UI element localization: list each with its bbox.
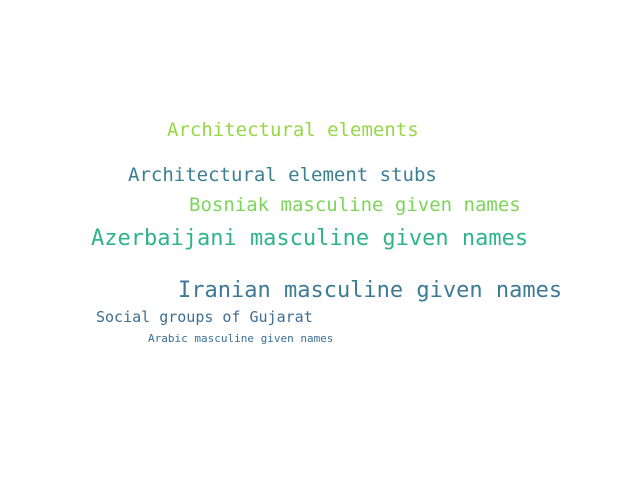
- word-architectural-elements: Architectural elements: [167, 119, 419, 141]
- word-arabic-masculine-given-names: Arabic masculine given names: [148, 332, 334, 345]
- word-bosniak-masculine-given-names: Bosniak masculine given names: [189, 194, 521, 216]
- word-iranian-masculine-given-names: Iranian masculine given names: [178, 278, 563, 303]
- word-architectural-element-stubs: Architectural element stubs: [128, 164, 437, 186]
- word-social-groups-of-gujarat: Social groups of Gujarat: [96, 308, 313, 326]
- word-azerbaijani-masculine-given-names: Azerbaijani masculine given names: [91, 226, 529, 251]
